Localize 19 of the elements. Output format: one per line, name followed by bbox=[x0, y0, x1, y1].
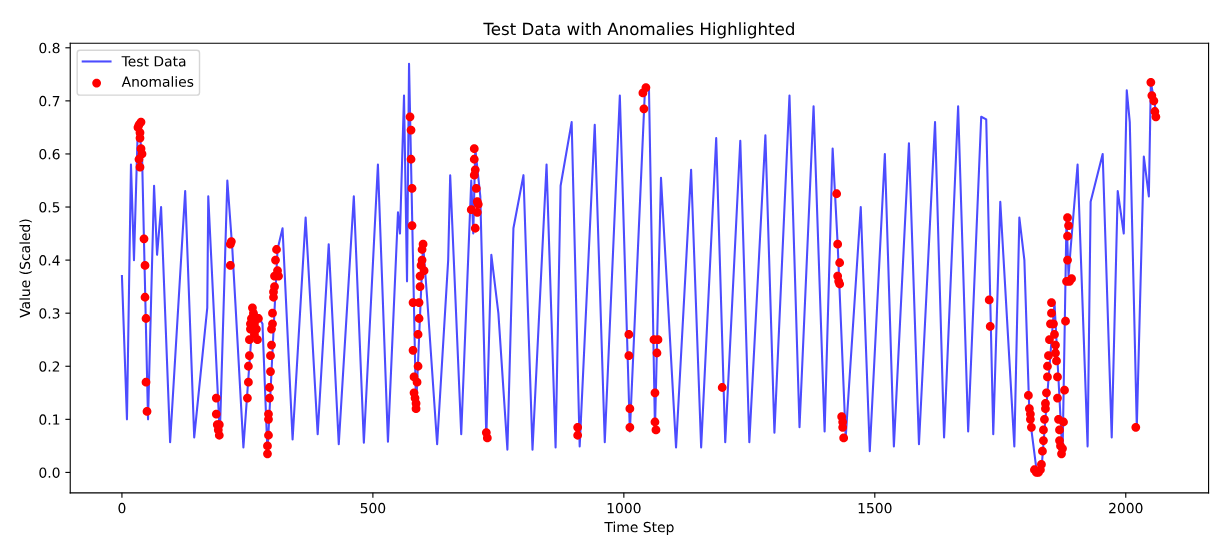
y-tick-label: 0.2 bbox=[39, 361, 60, 372]
y-tick-label: 0.6 bbox=[39, 148, 60, 160]
y-tick-label: 0.7 bbox=[39, 95, 60, 107]
x-tick-label: 0 bbox=[118, 502, 126, 514]
y-tick-label: 0.3 bbox=[39, 308, 60, 319]
x-tick-label: 500 bbox=[360, 502, 386, 514]
legend-label: Anomalies bbox=[121, 76, 194, 87]
chart-title: Test Data with Anomalies Highlighted bbox=[483, 22, 794, 39]
x-axis-title: Time Step bbox=[604, 521, 674, 536]
y-tick-label: 0.1 bbox=[39, 414, 60, 425]
x-tick-label: 2000 bbox=[1109, 502, 1143, 514]
y-tick-label: 0.8 bbox=[39, 42, 60, 54]
x-tick-label: 1000 bbox=[607, 502, 641, 514]
y-tick-label: 0.4 bbox=[39, 255, 60, 266]
legend-label: Test Data bbox=[121, 56, 186, 67]
x-tick-label: 1500 bbox=[858, 502, 892, 514]
y-axis-title: Value (Scaled) bbox=[19, 219, 32, 318]
y-tick-label: 0.0 bbox=[39, 467, 60, 478]
y-tick-label: 0.5 bbox=[39, 201, 60, 213]
